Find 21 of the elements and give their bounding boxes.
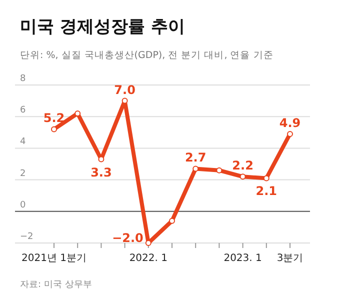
chart-subtitle: 단위: %, 실질 국내총생산(GDP), 전 분기 대비, 연율 기준 (20, 50, 274, 61)
y-tick-label: 4 (20, 137, 26, 148)
data-label: 2.2 (232, 158, 254, 173)
data-label: 5.2 (43, 111, 65, 126)
y-tick-label: 8 (20, 74, 26, 84)
x-tick-label: 3분기 (276, 253, 304, 264)
x-tick-label: 2022. 1 (129, 253, 168, 264)
y-tick-label: 2 (20, 168, 26, 179)
x-tick-label: 2021년 1분기 (22, 253, 86, 264)
data-label: 7.0 (114, 82, 136, 97)
text: 자료: 미국 상무부 (20, 280, 92, 290)
y-tick-label: 0 (20, 200, 26, 210)
x-tick-label: 2023. 1 (224, 253, 262, 264)
y-tick-label: −2 (20, 232, 34, 242)
data-label: 4.9 (279, 116, 301, 130)
chart-title: 미국 경제성장률 추이 (20, 17, 185, 37)
data-label: 2.7 (184, 150, 206, 165)
data-label: −2.0 (112, 231, 144, 245)
data-label: 3.3 (90, 165, 112, 180)
y-tick-label: 6 (20, 106, 26, 116)
data-label: 2.1 (256, 184, 278, 198)
